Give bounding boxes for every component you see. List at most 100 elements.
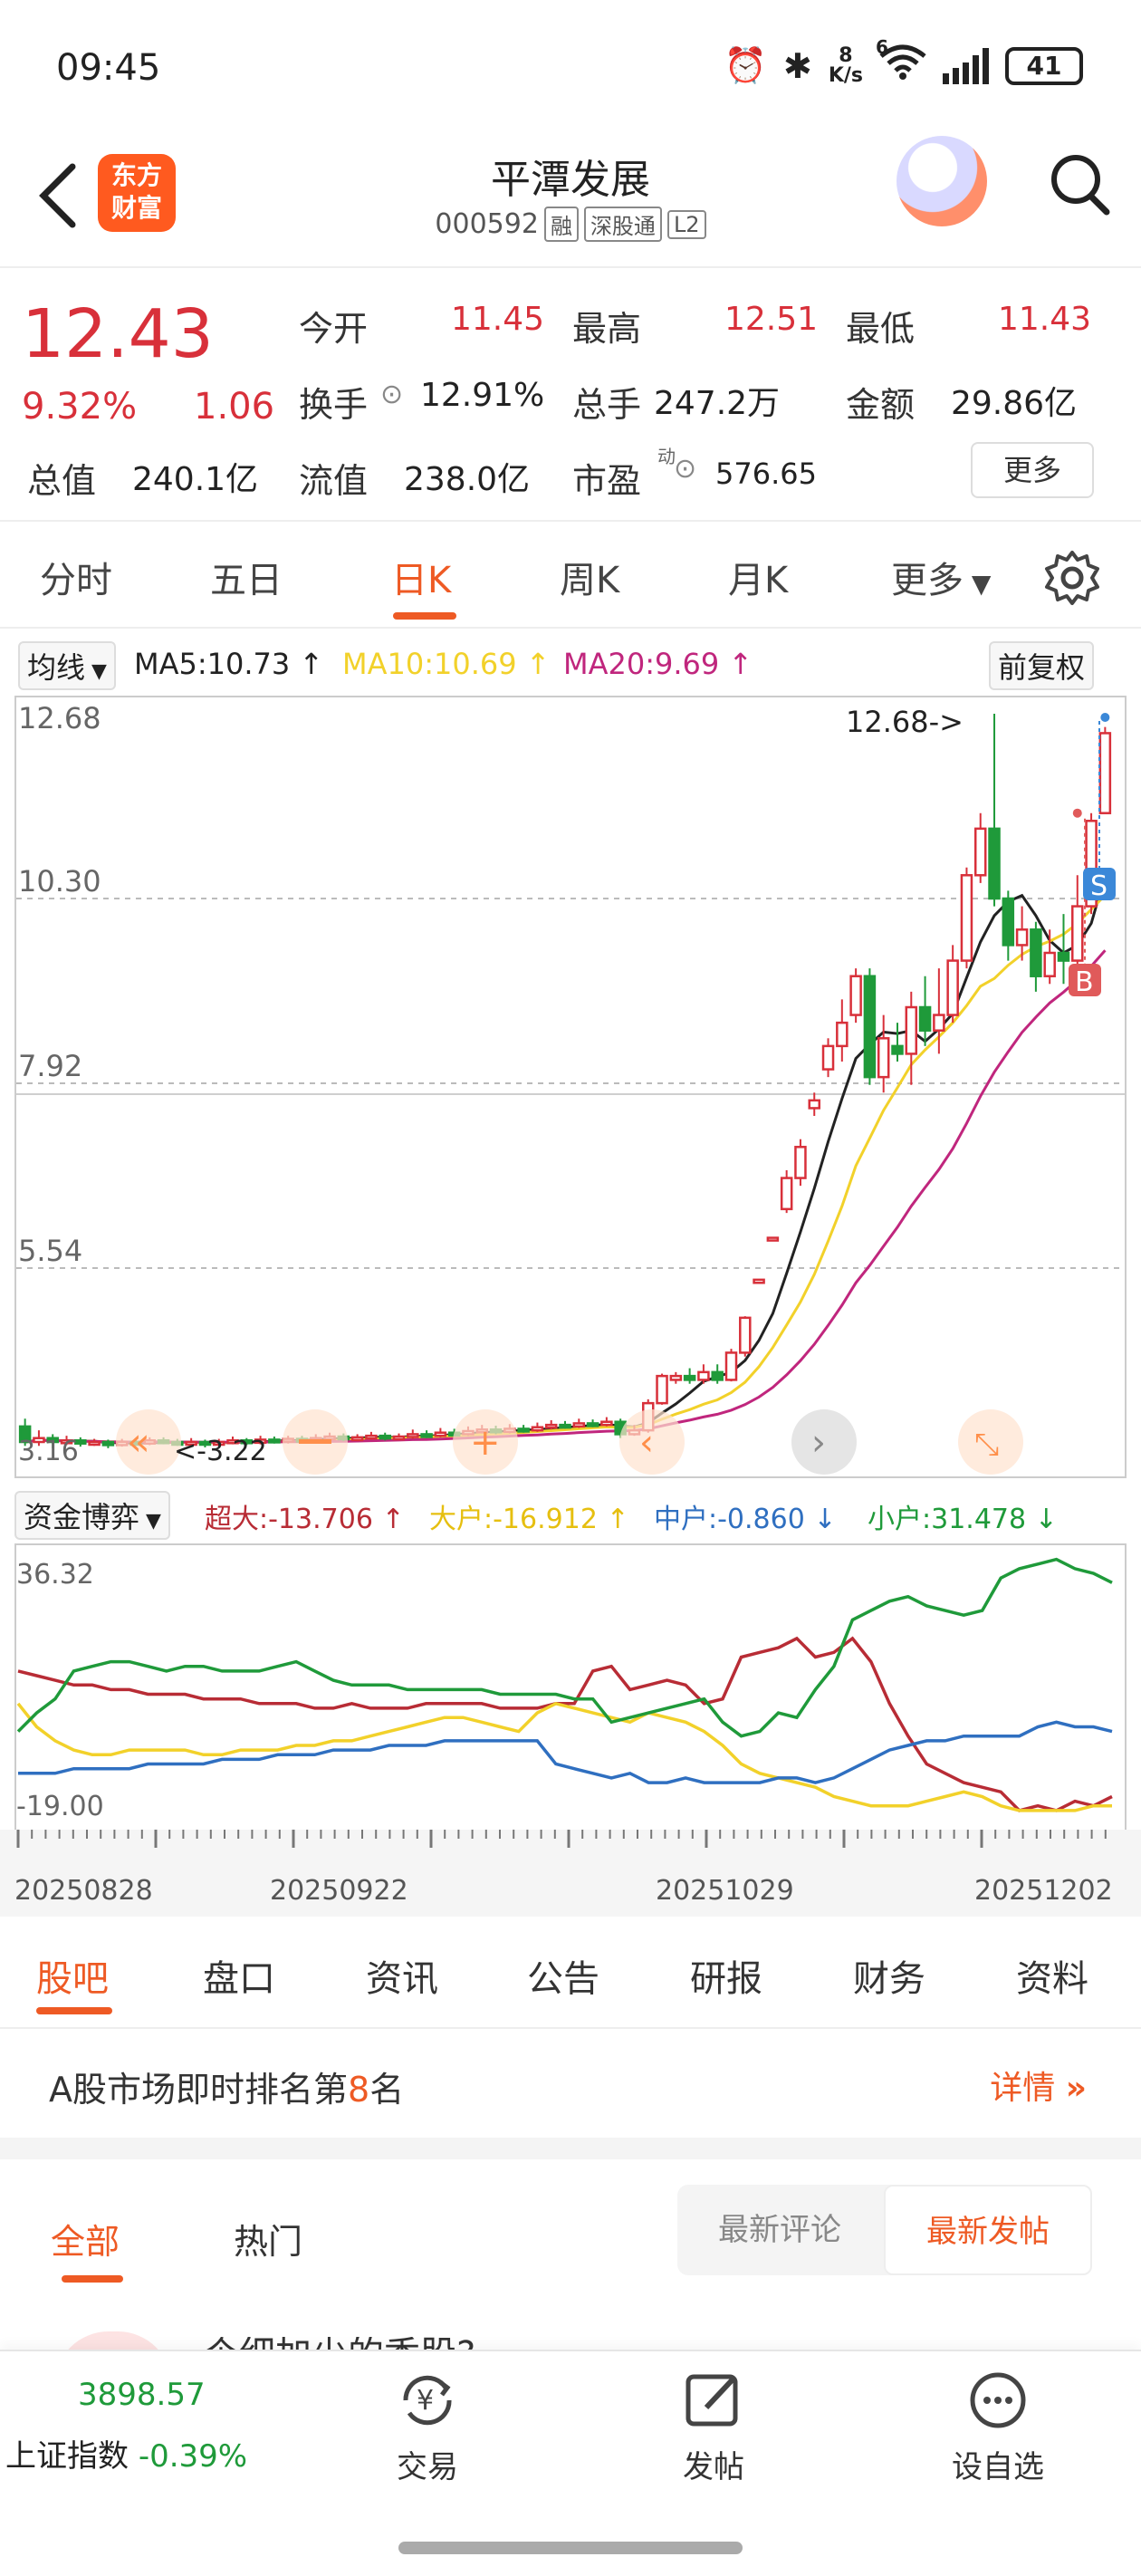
tab-profile[interactable]: 资料: [1016, 1958, 1088, 2000]
date-axis: 20250828 20250922 20251029 20251202: [0, 1830, 1141, 1917]
sort-toggle: 最新评论 最新发帖: [677, 2185, 1092, 2275]
stock-header: 东方 财富 平潭发展 000592 融 深股通 L2: [0, 136, 1141, 268]
status-icons: ⏰ ✱ 8 K/s 6 41: [724, 36, 1083, 88]
price-grid: [16, 898, 1125, 1269]
candle: [531, 1422, 544, 1432]
tab-financials[interactable]: 财务: [853, 1958, 925, 2000]
candle: [891, 1023, 904, 1062]
forum-tab-hot[interactable]: 热门: [234, 2222, 303, 2262]
ranking-row[interactable]: A股市场即时排名第8名 详情 »: [0, 2029, 1141, 2138]
buy-marker[interactable]: B: [1069, 964, 1101, 998]
candle: [1057, 914, 1070, 985]
fullscreen-button[interactable]: [958, 1409, 1023, 1475]
edit-icon: [686, 2374, 738, 2427]
scroll-far-left-button[interactable]: [116, 1409, 181, 1475]
candle: [739, 1316, 752, 1357]
scroll-left-button[interactable]: [619, 1409, 685, 1475]
fund-flow-bar: 资金博弈 ▼ 超大:-13.706 ↑ 大户:-16.912 ↑ 中户:-0.8…: [0, 1485, 1141, 1540]
forum-section: 全部 热门 最新评论 最新发帖 个细加少的香股?: [0, 2159, 1141, 2386]
candles: [18, 713, 1112, 1448]
candle: [544, 1420, 558, 1430]
active-tab-indicator: [62, 2275, 123, 2283]
tab-research[interactable]: 研报: [690, 1958, 762, 2000]
scroll-right-button[interactable]: [791, 1409, 857, 1475]
ranking-number: 8: [348, 2070, 370, 2110]
settings-gear-icon[interactable]: [1043, 549, 1101, 607]
small-value: 小户:31.478 ↓: [868, 1504, 1058, 1535]
search-icon[interactable]: [1047, 149, 1112, 221]
chart-frame: [14, 696, 1127, 1478]
ranking-text: A股市场即时排名第8名: [49, 2070, 405, 2110]
candle: [1071, 875, 1084, 969]
sell-marker[interactable]: S: [1083, 868, 1116, 902]
ma-type-selector[interactable]: 均线 ▼: [18, 641, 116, 690]
info-icon[interactable]: ⊙: [380, 379, 404, 410]
caret-down-icon: ▼: [139, 1510, 161, 1533]
nav-trade[interactable]: ¥ 交易: [355, 2366, 500, 2486]
chevron-right-icon: ›: [811, 1422, 826, 1464]
candle: [407, 1429, 419, 1439]
tab-more[interactable]: 更多 ▼: [891, 560, 992, 601]
candle: [849, 968, 862, 1024]
eastmoney-logo[interactable]: 东方 财富: [98, 154, 176, 232]
back-arrow-icon[interactable]: [33, 159, 87, 232]
candle: [198, 1439, 212, 1447]
tab-five-day[interactable]: 五日: [210, 560, 283, 601]
candle: [517, 1425, 530, 1433]
nav-post[interactable]: 发帖: [641, 2366, 786, 2486]
status-time: 09:45: [56, 47, 161, 89]
tab-weekly-k[interactable]: 周K: [560, 560, 620, 601]
zoom-in-button[interactable]: [453, 1409, 518, 1475]
info-icon[interactable]: ⊙: [674, 453, 697, 485]
candle: [1043, 929, 1056, 985]
tab-news[interactable]: 资讯: [366, 1958, 438, 2000]
svg-text:B: B: [1075, 966, 1094, 998]
wifi-icon: 6: [876, 36, 926, 88]
sort-latest-comment[interactable]: 最新评论: [718, 2212, 841, 2248]
fund-max-label: 36.32: [16, 1559, 94, 1591]
tab-forum[interactable]: 股吧: [36, 1958, 109, 2000]
signal-point: [1072, 808, 1082, 818]
candle: [392, 1433, 406, 1441]
candle: [74, 1437, 87, 1447]
kline-chart[interactable]: 12.68 10.30 7.92 5.54 12.68-> « + ‹ › ⤡ 3.1…: [14, 696, 1127, 1478]
super-large-value: 超大:-13.706 ↑: [205, 1504, 405, 1535]
candle: [821, 1038, 835, 1078]
tab-intraday[interactable]: 分时: [40, 560, 112, 601]
candle: [711, 1364, 724, 1384]
float-cap-value: 238.0亿: [404, 461, 531, 498]
nav-add-watchlist[interactable]: 设自选: [925, 2366, 1070, 2486]
pe-label: 市盈: [572, 461, 642, 501]
svg-text:S: S: [1090, 870, 1107, 902]
home-indicator[interactable]: [398, 2542, 743, 2554]
sort-latest-post[interactable]: 最新发帖: [884, 2185, 1092, 2275]
price-adjust-selector[interactable]: 前复权: [989, 641, 1095, 690]
candle: [212, 1438, 225, 1447]
more-quote-button[interactable]: 更多: [971, 442, 1094, 498]
candle: [780, 1170, 793, 1214]
fund-flow-chart[interactable]: 36.32 -19.00: [14, 1543, 1127, 1831]
ma-indicator-bar: 均线 ▼ MA5:10.73 ↑ MA10:10.69 ↑ MA20:9.69 …: [0, 634, 1141, 694]
fund-indicator-selector[interactable]: 资金博弈 ▼: [14, 1491, 170, 1540]
ranking-detail-link[interactable]: 详情 »: [990, 2070, 1087, 2107]
tab-announcements[interactable]: 公告: [527, 1958, 599, 2000]
tab-orderbook[interactable]: 盘口: [203, 1958, 275, 2000]
stock-code-row: 000592 融 深股通 L2: [0, 207, 1141, 242]
index-value[interactable]: 3898.57: [78, 2377, 206, 2413]
tab-monthly-k[interactable]: 月K: [728, 560, 789, 601]
minus-icon: [299, 1439, 331, 1444]
amount-value: 29.86亿: [951, 385, 1078, 422]
bluetooth-icon: ✱: [782, 45, 812, 86]
chevron-left-icon: ‹: [639, 1422, 654, 1464]
forum-tab-all[interactable]: 全部: [51, 2222, 120, 2262]
candle: [1098, 726, 1112, 814]
date-label: 20250828: [14, 1875, 153, 1907]
index-name[interactable]: 上证指数 -0.39%: [5, 2438, 248, 2475]
candle: [794, 1139, 807, 1187]
tab-daily-k[interactable]: 日K: [391, 560, 452, 601]
ai-assistant-avatar[interactable]: [896, 136, 987, 226]
candle: [656, 1373, 668, 1405]
high-annotation: 12.68->: [846, 705, 964, 739]
kline-tabs: 分时 五日 日K 周K 月K 更多 ▼: [0, 524, 1141, 629]
candle: [88, 1438, 101, 1447]
